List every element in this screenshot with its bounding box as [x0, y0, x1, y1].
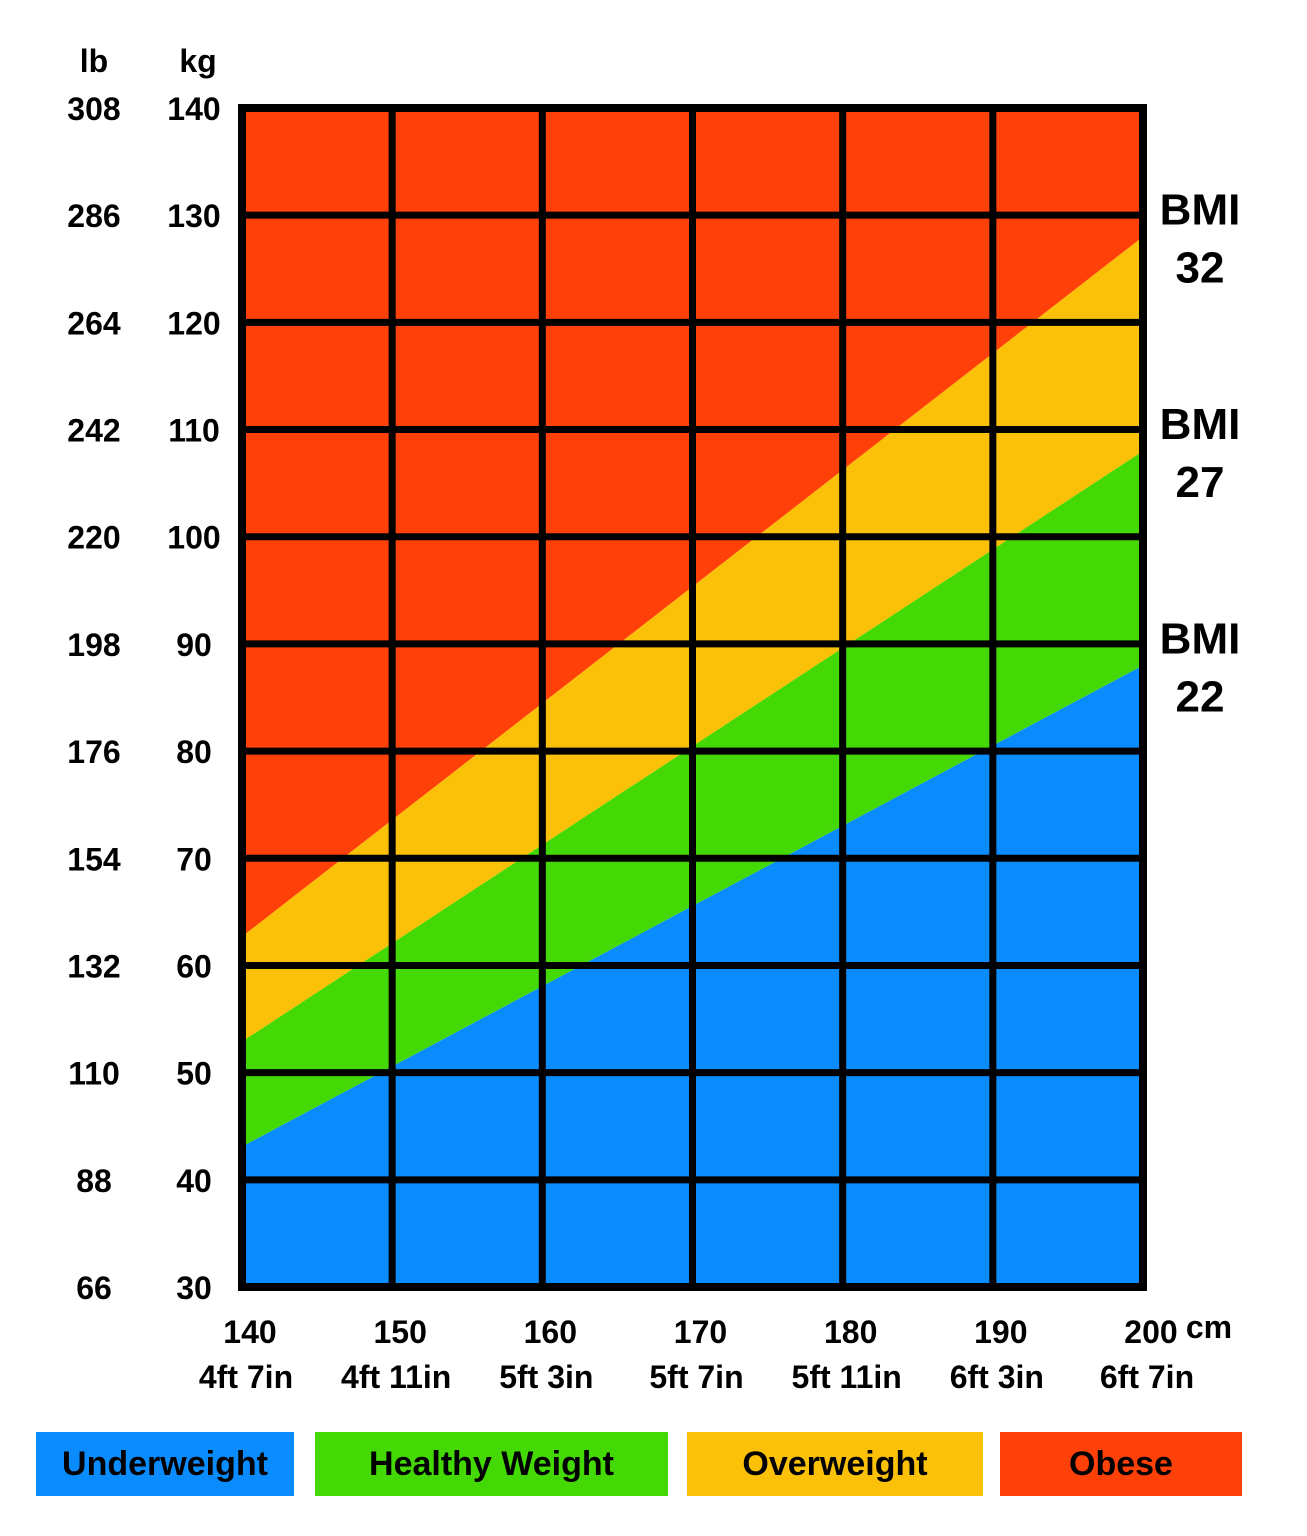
- x-tick-label-imperial: 5ft 11in: [792, 1359, 902, 1395]
- lb-axis-unit: lb: [80, 43, 108, 79]
- legend-overweight: Overweight: [687, 1432, 983, 1496]
- y-tick-label-lb: 176: [67, 734, 120, 770]
- x-tick-label-imperial: 6ft 3in: [950, 1359, 1044, 1395]
- y-tick-label-lb: 220: [67, 520, 120, 556]
- y-tick-label-lb: 66: [76, 1270, 112, 1306]
- legend-healthy-weight: Healthy Weight: [315, 1432, 668, 1496]
- y-tick-label-kg: 110: [168, 413, 220, 449]
- bmi-label-value: 27: [1176, 458, 1225, 507]
- x-tick-label-imperial: 5ft 3in: [499, 1359, 593, 1395]
- bmi-label-title: BMI: [1160, 186, 1241, 235]
- x-tick-label-imperial: 6ft 7in: [1100, 1359, 1194, 1395]
- y-tick-label-lb: 308: [67, 91, 120, 127]
- x-tick-label-cm: 190: [974, 1314, 1027, 1350]
- y-tick-label-kg: 70: [176, 841, 212, 877]
- x-tick-label-cm: 160: [524, 1314, 577, 1350]
- plot-frame: [238, 104, 1147, 1291]
- bmi-label-title: BMI: [1160, 614, 1241, 663]
- bmi-chart: 308 286 264 242 220 198 176 154 132 110 88 66 140 13…: [67, 43, 1241, 1395]
- legend-overweight-label: Overweight: [742, 1444, 928, 1483]
- y-tick-label-kg: 100: [167, 520, 220, 556]
- bmi-label-title: BMI: [1160, 400, 1241, 449]
- legend-obese: Obese: [1000, 1432, 1242, 1496]
- y-axis-kg-ticks: 140 130 120 110 100 90 80 70 60 50 40 30: [167, 91, 220, 1306]
- y-tick-label-lb: 132: [67, 948, 120, 984]
- x-tick-label-cm: 140: [223, 1314, 276, 1350]
- y-tick-label-kg: 40: [176, 1163, 212, 1199]
- cm-axis-unit: cm: [1186, 1309, 1232, 1345]
- kg-axis-unit: kg: [179, 43, 216, 79]
- y-tick-label-kg: 140: [167, 91, 220, 127]
- legend-underweight-label: Underweight: [62, 1444, 268, 1483]
- x-tick-label-imperial: 4ft 7in: [199, 1359, 293, 1395]
- y-tick-label-kg: 130: [167, 198, 220, 234]
- x-tick-label-cm: 170: [674, 1314, 727, 1350]
- x-tick-label-cm: 200: [1124, 1314, 1177, 1350]
- y-tick-label-lb: 110: [68, 1056, 120, 1092]
- y-tick-label-lb: 198: [67, 627, 120, 663]
- x-tick-label-cm: 150: [373, 1314, 426, 1350]
- y-tick-label-kg: 80: [176, 734, 212, 770]
- x-tick-label-imperial: 4ft 11in: [341, 1359, 451, 1395]
- y-axis-lb-ticks: 308 286 264 242 220 198 176 154 132 110 88 66: [67, 91, 121, 1306]
- bmi-label-value: 22: [1176, 672, 1225, 721]
- bmi-label-value: 32: [1176, 244, 1225, 293]
- y-tick-label-kg: 60: [176, 948, 212, 984]
- y-tick-label-lb: 88: [76, 1163, 112, 1199]
- legend-obese-label: Obese: [1069, 1444, 1173, 1483]
- x-axis-cm-ticks: 140 150 160 170 180 190 200: [223, 1314, 1177, 1350]
- grid-lines: [238, 104, 1147, 1291]
- y-tick-label-lb: 264: [67, 305, 121, 341]
- y-tick-label-lb: 286: [67, 198, 120, 234]
- x-axis-imperial-ticks: 4ft 7in 4ft 11in 5ft 3in 5ft 7in 5ft 11in 6ft…: [199, 1359, 1194, 1395]
- y-tick-label-kg: 50: [176, 1056, 212, 1092]
- y-tick-label-lb: 154: [67, 841, 121, 877]
- y-tick-label-lb: 242: [67, 413, 120, 449]
- bmi-boundary-labels: BMI 22 BMI 27 BMI 32: [1160, 186, 1241, 722]
- legend-healthy-weight-label: Healthy Weight: [369, 1444, 614, 1483]
- y-tick-label-kg: 90: [176, 627, 212, 663]
- legend-underweight: Underweight: [36, 1432, 294, 1496]
- x-tick-label-cm: 180: [824, 1314, 877, 1350]
- x-tick-label-imperial: 5ft 7in: [649, 1359, 743, 1395]
- y-tick-label-kg: 120: [167, 305, 220, 341]
- y-tick-label-kg: 30: [176, 1270, 212, 1306]
